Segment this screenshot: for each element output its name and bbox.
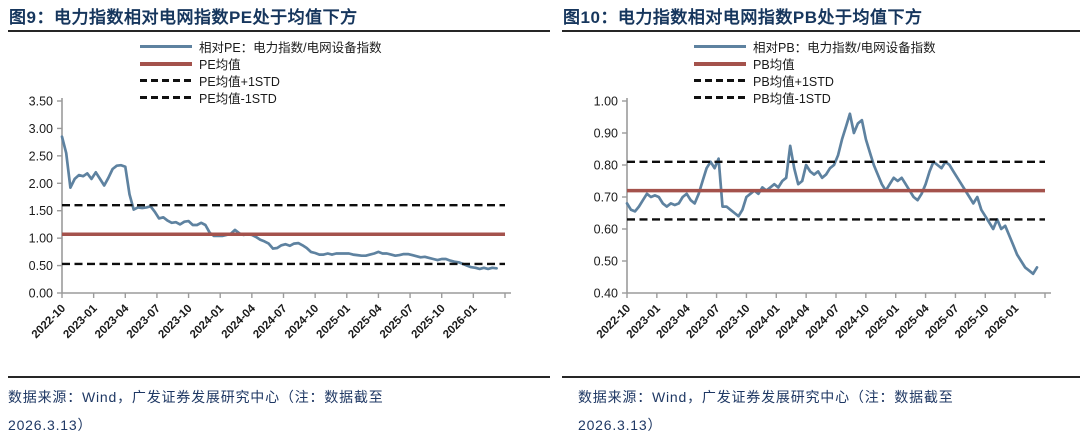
- relative-index-line: [625, 112, 1039, 276]
- svg-text:0.50: 0.50: [29, 259, 53, 273]
- svg-text:2023-10: 2023-10: [156, 303, 194, 341]
- legend-label: PB均值+1STD: [753, 75, 834, 89]
- svg-text:0.90: 0.90: [594, 127, 618, 141]
- mean-line-swatch: [694, 61, 746, 66]
- figure-9-legend: 相对PE：电力指数/电网设备指数 PE均值 PE均值+1STD PE均值-1ST…: [140, 39, 382, 106]
- svg-text:3.00: 3.00: [29, 122, 53, 136]
- legend-item: PE均值+1STD: [140, 73, 382, 89]
- figure-10-chart: 0.40 0.50 0.60 0.70 0.80 0.90 1.00 2022-102023-…: [594, 95, 1051, 341]
- svg-text:1.50: 1.50: [29, 204, 53, 218]
- svg-text:1.00: 1.00: [29, 232, 53, 246]
- svg-text:0.00: 0.00: [29, 287, 53, 301]
- std-plus-line-swatch: [694, 79, 746, 82]
- figure-10-bottom-divider: [562, 376, 1080, 378]
- svg-text:0.40: 0.40: [594, 287, 618, 301]
- mean-line-swatch: [140, 61, 192, 66]
- legend-item: PE均值: [140, 56, 382, 72]
- x-axis-ticks: 2022-102023-012023-042023-072023-102024-…: [595, 293, 1046, 341]
- legend-label: 相对PB：电力指数/电网设备指数: [753, 41, 936, 55]
- svg-text:2024-07: 2024-07: [251, 303, 289, 341]
- figure-9-source-note: 数据来源：Wind，广发证券发展研究中心（注：数据截至 2026.3.13）: [8, 383, 384, 439]
- figure-10-panel: 图10：电力指数相对电网指数PB处于均值下方 相对PB：电力指数/电网设备指数 …: [562, 0, 1080, 439]
- series-line-swatch: [140, 45, 192, 48]
- svg-text:0.70: 0.70: [594, 191, 618, 205]
- series-line-swatch: [694, 45, 746, 48]
- figure-10-legend: 相对PB：电力指数/电网设备指数 PB均值 PB均值+1STD PB均值-1ST…: [694, 39, 936, 106]
- legend-label: 相对PE：电力指数/电网设备指数: [199, 41, 382, 55]
- legend-label: PE均值-1STD: [199, 92, 277, 106]
- svg-text:0.60: 0.60: [594, 223, 618, 237]
- svg-text:2024-10: 2024-10: [283, 303, 321, 341]
- figure-9-bottom-divider: [8, 376, 550, 378]
- figure-10-title-divider: [562, 30, 1080, 32]
- legend-item: 相对PB：电力指数/电网设备指数: [694, 39, 936, 55]
- source-line: 2026.3.13）: [8, 417, 93, 433]
- svg-text:2022-10: 2022-10: [30, 303, 68, 341]
- figure-10-title: 图10：电力指数相对电网指数PB处于均值下方: [563, 8, 923, 27]
- svg-text:2.50: 2.50: [29, 149, 53, 163]
- svg-text:3.50: 3.50: [29, 95, 53, 109]
- svg-text:2026-01: 2026-01: [441, 302, 480, 341]
- source-line: 数据来源：Wind，广发证券发展研究中心（注：数据截至: [8, 389, 384, 405]
- svg-text:2026-01: 2026-01: [983, 302, 1022, 341]
- svg-text:2.00: 2.00: [29, 177, 53, 191]
- legend-label: PE均值+1STD: [199, 75, 280, 89]
- legend-label: PE均值: [199, 58, 241, 72]
- figure-9-chart: 0.000.501.001.502.002.503.003.502022-102…: [29, 95, 511, 341]
- std-minus-line-swatch: [140, 96, 192, 99]
- legend-item: PB均值+1STD: [694, 73, 936, 89]
- y-axis-ticks: 0.40 0.50 0.60 0.70 0.80 0.90 1.00: [594, 95, 627, 301]
- y-axis-ticks: 0.00 0.50 1.00 1.50 2.00 2.50 3.00 3.50: [29, 95, 62, 301]
- svg-text:2025-10: 2025-10: [409, 303, 447, 341]
- std-plus-line-swatch: [140, 79, 192, 82]
- svg-text:1.00: 1.00: [594, 95, 618, 109]
- figure-9-panel: 图9：电力指数相对电网指数PE处于均值下方 相对PE：电力指数/电网设备指数 P…: [8, 0, 550, 439]
- axes: [61, 98, 511, 294]
- legend-label: PB均值: [753, 58, 795, 72]
- x-axis-ticks: 2022-102023-012023-042023-072023-102024-…: [30, 293, 506, 341]
- legend-label: PB均值-1STD: [753, 92, 831, 106]
- svg-text:0.80: 0.80: [594, 159, 618, 173]
- legend-item: 相对PE：电力指数/电网设备指数: [140, 39, 382, 55]
- relative-index-line: [60, 135, 498, 271]
- figure-10-source-note: 数据来源：Wind，广发证券发展研究中心（注：数据截至 2026.3.13）: [578, 383, 954, 439]
- figure-9-title: 图9：电力指数相对电网指数PE处于均值下方: [9, 8, 358, 27]
- std-minus-line-swatch: [694, 96, 746, 99]
- svg-text:0.50: 0.50: [594, 255, 618, 269]
- svg-text:2025-07: 2025-07: [378, 303, 416, 341]
- figure-9-title-divider: [8, 30, 550, 32]
- svg-text:2023-07: 2023-07: [125, 303, 163, 341]
- source-line: 数据来源：Wind，广发证券发展研究中心（注：数据截至: [578, 389, 954, 405]
- legend-item: PB均值-1STD: [694, 90, 936, 106]
- axes: [626, 98, 1051, 294]
- source-line: 2026.3.13）: [578, 417, 663, 433]
- legend-item: PE均值-1STD: [140, 90, 382, 106]
- legend-item: PB均值: [694, 56, 936, 72]
